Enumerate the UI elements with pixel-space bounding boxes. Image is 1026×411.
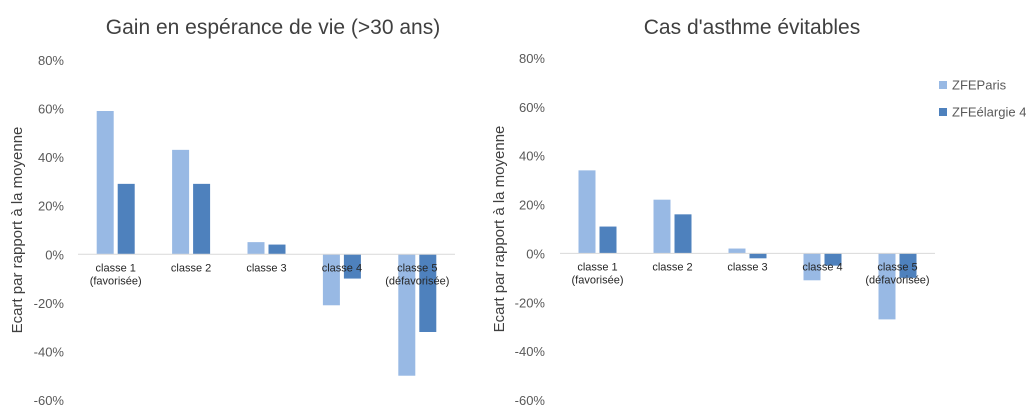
- y-tick-label: 80%: [519, 51, 545, 66]
- chart-title: Cas d'asthme évitables: [644, 16, 860, 39]
- chart-panel-1: Gain en espérance de vie (>30 ans) Ecart …: [9, 16, 455, 408]
- category-label: classe 2: [652, 261, 692, 273]
- legend-label: ZFEParis: [952, 78, 1007, 93]
- category-label: classe 1: [96, 262, 136, 274]
- y-tick-label: 20%: [519, 198, 545, 213]
- legend: ZFEParis ZFEélargie 4: [939, 78, 1026, 120]
- category-label: classe 5: [397, 262, 437, 274]
- bar-zfe-largie-4-5: [899, 253, 917, 278]
- bar-zfe-largie-4-2: [674, 214, 692, 254]
- bar-zfeparis-4: [803, 253, 821, 281]
- y-tick-label: -20%: [34, 296, 65, 311]
- category-label: (favorisée): [90, 275, 142, 287]
- category-label: (favorisée): [572, 274, 624, 286]
- y-axis-label: Ecart par rapport à la moyenne: [9, 127, 26, 334]
- bar-zfeparis-5: [878, 253, 896, 320]
- y-tick-label: -60%: [34, 393, 65, 406]
- y-tick-label: 20%: [38, 199, 64, 214]
- y-tick-label: -40%: [34, 344, 65, 359]
- category-label: classe 4: [802, 261, 842, 273]
- y-tick-label: 0%: [526, 246, 545, 261]
- bar-zfeparis-2: [172, 149, 190, 255]
- y-tick-label: 40%: [38, 150, 64, 165]
- y-tick-label: 0%: [45, 247, 64, 262]
- bar-zfe-largie-4-5: [419, 254, 437, 332]
- bar-zfe-largie-4-3: [749, 253, 767, 259]
- bar-zfeparis-3: [247, 242, 265, 255]
- category-label: classe 2: [171, 262, 211, 274]
- bar-zfe-largie-4-1: [117, 183, 135, 255]
- bar-zfeparis-2: [653, 199, 671, 254]
- legend-label: ZFEélargie 4: [952, 105, 1026, 120]
- bar-zfeparis-1: [578, 170, 596, 254]
- bar-zfe-largie-4-3: [268, 244, 286, 255]
- y-axis-label: Ecart par rapport à la moyenne: [491, 126, 508, 333]
- bar-zfe-largie-4-4: [824, 253, 842, 266]
- category-label: classe 5: [877, 261, 917, 273]
- category-label: classe 3: [246, 262, 286, 274]
- legend-swatch: [939, 108, 947, 116]
- category-label: classe 1: [577, 261, 617, 273]
- category-label: (défavorisée): [385, 275, 449, 287]
- bar-zfe-largie-4-4: [343, 254, 361, 279]
- legend-swatch: [939, 81, 947, 89]
- category-label: classe 3: [727, 261, 767, 273]
- bar-zfeparis-4: [322, 254, 340, 306]
- y-tick-label: 80%: [38, 53, 64, 68]
- chart-title: Gain en espérance de vie (>30 ans): [106, 16, 440, 39]
- y-tick-label: 60%: [519, 100, 545, 115]
- bar-zfeparis-3: [728, 248, 746, 254]
- y-tick-label: 60%: [38, 102, 64, 117]
- y-tick-label: -40%: [515, 344, 546, 359]
- bar-zfeparis-1: [96, 111, 114, 255]
- category-label: (défavorisée): [865, 274, 929, 286]
- y-tick-label: -60%: [515, 393, 546, 406]
- bar-zfeparis-5: [398, 254, 416, 376]
- bar-zfe-largie-4-1: [599, 226, 617, 254]
- y-tick-label: 40%: [519, 149, 545, 164]
- y-tick-label: -20%: [515, 295, 546, 310]
- bar-zfe-largie-4-2: [193, 183, 211, 255]
- category-label: classe 4: [322, 262, 362, 274]
- chart-panel-2: Cas d'asthme évitables Ecart par rapport …: [491, 16, 935, 408]
